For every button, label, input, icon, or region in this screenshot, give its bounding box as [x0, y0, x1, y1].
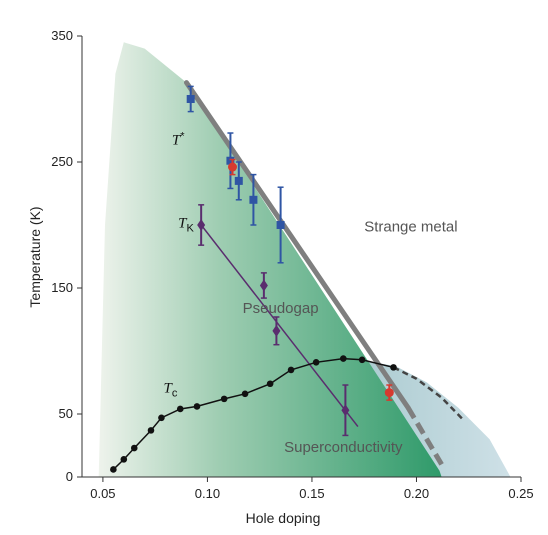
- tc-point: [110, 466, 117, 473]
- t--point: [249, 195, 258, 204]
- tc-point: [147, 427, 155, 434]
- tc-point: [176, 405, 184, 413]
- tc-point: [390, 364, 397, 371]
- x-tick-label: 0.15: [299, 486, 324, 501]
- y-tick-label: 150: [51, 280, 73, 295]
- green-region-shading: [98, 42, 442, 478]
- x-axis-title: Hole doping: [246, 510, 321, 526]
- tstar-boundary-line: [184, 80, 411, 411]
- region-label-strange-metal: Strange metal: [364, 218, 457, 235]
- x-tick-label: 0.05: [90, 486, 115, 501]
- t-red-point: [228, 162, 238, 172]
- y-tick-label: 250: [51, 154, 73, 169]
- y-tick-label: 350: [51, 28, 73, 43]
- tc-point: [241, 390, 249, 398]
- dome-dashed-line: [392, 366, 464, 420]
- tc-point: [358, 356, 366, 364]
- region-label-pseudogap: Pseudogap: [243, 300, 319, 317]
- tc-point: [120, 456, 128, 463]
- y-tick-label: 50: [59, 406, 73, 421]
- region-label-superconductivity: Superconductivity: [284, 439, 403, 456]
- t--point: [226, 156, 235, 165]
- tc-point: [266, 380, 274, 388]
- x-tick-label: 0.10: [195, 486, 220, 501]
- tk-series-label-sub: K: [187, 223, 195, 235]
- y-tick-label: 0: [66, 469, 73, 484]
- tc-point: [158, 414, 165, 422]
- tk-point: [272, 324, 281, 337]
- tk-fit-line: [200, 224, 359, 428]
- y-axis-title: Temperature (K): [27, 206, 43, 307]
- tc-point: [130, 444, 138, 452]
- x-tick-label: 0.20: [404, 486, 429, 501]
- tc-point: [220, 395, 228, 403]
- tk-point: [341, 404, 350, 417]
- t--point: [276, 221, 285, 229]
- tstar-boundary-dashed: [405, 406, 444, 466]
- tk-point: [259, 279, 268, 292]
- x-tick-label: 0.25: [508, 486, 533, 501]
- t--series-label-sub: *: [180, 130, 185, 142]
- tc-point: [193, 403, 201, 410]
- tc-point: [340, 355, 347, 362]
- tc-point: [287, 366, 295, 374]
- tc-series-label-sub: c: [172, 388, 178, 400]
- t--point: [186, 95, 195, 103]
- t-red-point: [384, 388, 394, 398]
- tc-point: [312, 359, 320, 366]
- tk-point: [197, 219, 206, 231]
- t--point: [234, 176, 243, 185]
